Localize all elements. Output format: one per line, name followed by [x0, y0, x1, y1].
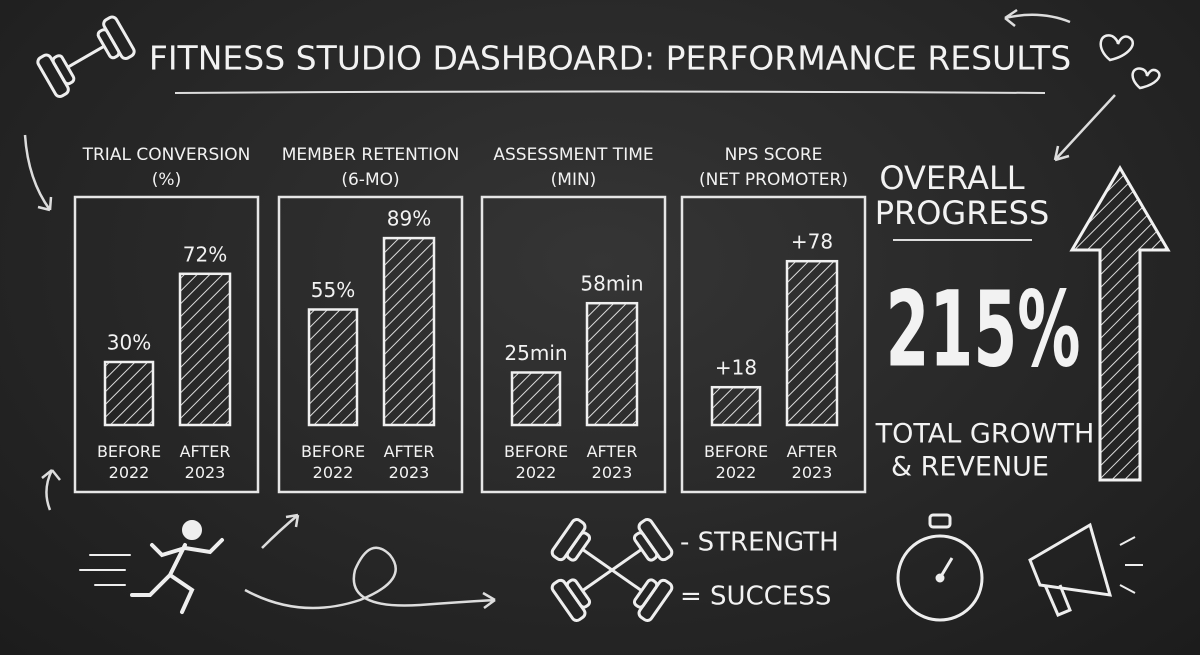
megaphone-icon — [1028, 522, 1143, 617]
value-label: 89% — [387, 207, 431, 231]
chart-subtitle: (6-MO) — [341, 170, 399, 190]
crossed-dumbbells-icon — [550, 518, 674, 622]
chart-panel — [480, 195, 667, 494]
x-tick-label: BEFORE 2022 — [96, 442, 162, 482]
x-tick-label: AFTER 2023 — [179, 442, 231, 482]
summary-caption: TOTAL GROWTH — [875, 419, 1095, 450]
x-tick-label: AFTER 2023 — [786, 442, 838, 482]
chart-subtitle: (NET PROMOTER) — [699, 170, 848, 190]
bar — [307, 308, 359, 427]
summary-caption: & REVENUE — [891, 452, 1049, 483]
x-tick-label: AFTER 2023 — [586, 442, 638, 482]
value-label: 72% — [183, 242, 227, 266]
chart-panel — [680, 195, 867, 494]
bar — [785, 259, 839, 427]
bar — [178, 272, 232, 427]
x-tick-label: AFTER 2023 — [383, 442, 435, 482]
x-tick-label: BEFORE 2022 — [503, 442, 569, 482]
bar — [103, 360, 155, 427]
chart-panel — [73, 195, 260, 494]
value-label: 30% — [107, 331, 151, 355]
motto-line: - STRENGTH — [680, 528, 839, 558]
summary-value: 215% — [886, 268, 1081, 390]
chart-title: NPS SCORE — [725, 145, 823, 165]
hearts-icon — [1099, 34, 1161, 90]
arrows — [23, 8, 1116, 610]
value-label: 58min — [580, 272, 643, 296]
chart-subtitle: (MIN) — [551, 170, 597, 190]
stopwatch-icon — [896, 513, 984, 622]
page-title: FITNESS STUDIO DASHBOARD: PERFORMANCE RE… — [149, 39, 1071, 78]
value-label: +78 — [791, 230, 833, 254]
runner-icon — [79, 520, 224, 614]
motto-line: = SUCCESS — [680, 582, 831, 612]
chart-title: MEMBER RETENTION — [282, 145, 460, 165]
chart-subtitle: (%) — [152, 170, 181, 190]
chart-panel — [277, 195, 464, 494]
bar — [585, 301, 639, 427]
dumbbell-icon — [36, 15, 136, 98]
bar — [382, 236, 436, 427]
bar — [710, 385, 762, 427]
summary-heading: PROGRESS — [875, 194, 1050, 232]
summary-heading: OVERALL — [879, 159, 1024, 197]
chart-title: ASSESSMENT TIME — [493, 145, 653, 165]
chart-title: TRIAL CONVERSION — [82, 145, 251, 165]
value-label: +18 — [715, 356, 757, 380]
x-tick-label: BEFORE 2022 — [300, 442, 366, 482]
x-tick-label: BEFORE 2022 — [703, 442, 769, 482]
bar — [510, 371, 562, 427]
value-label: 55% — [311, 278, 355, 302]
progress-arrow — [1069, 165, 1171, 482]
value-label: 25min — [504, 341, 567, 365]
title-underline — [174, 90, 1046, 94]
